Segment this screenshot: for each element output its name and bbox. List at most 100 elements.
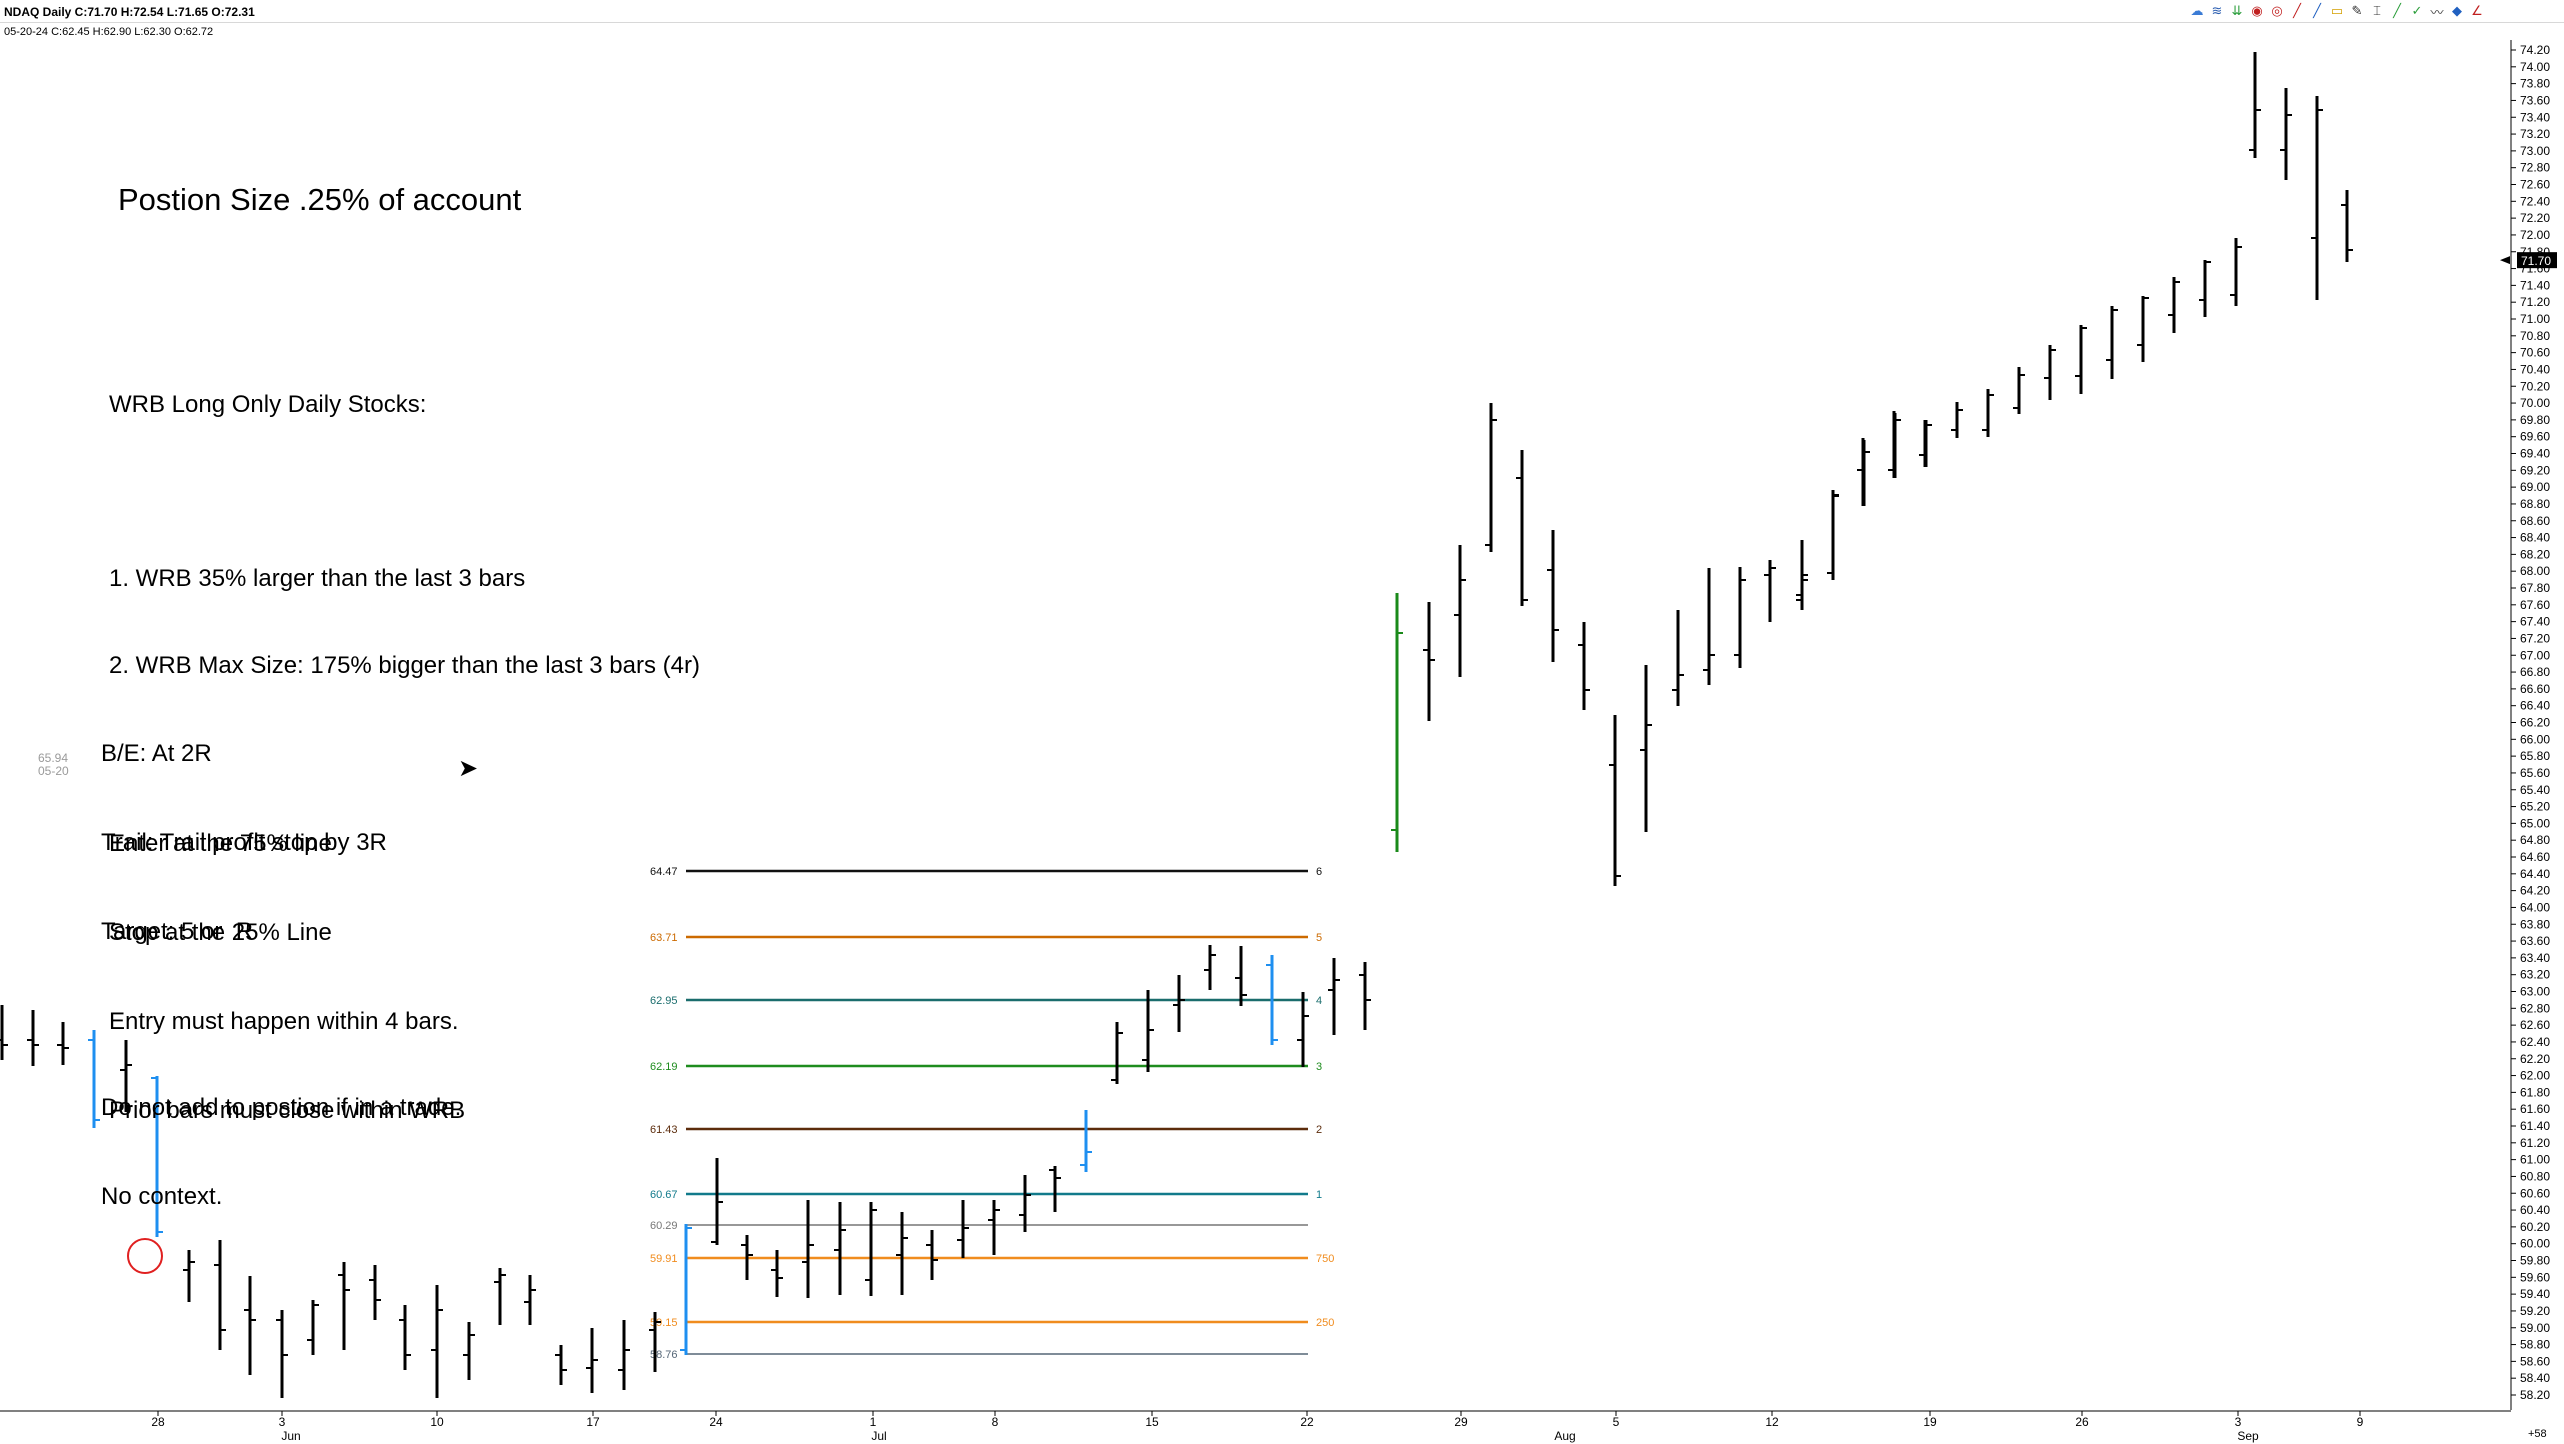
price-tick-label: 58.60 bbox=[2520, 1354, 2550, 1368]
management-line: Trail: Trail profit stop by 3R bbox=[101, 829, 387, 856]
rules-line: 2. WRB Max Size: 175% bigger than the la… bbox=[109, 652, 700, 679]
price-tick-label: 60.60 bbox=[2520, 1186, 2550, 1200]
price-tick-label: 66.80 bbox=[2520, 665, 2550, 679]
price-tick-label: 60.20 bbox=[2520, 1220, 2550, 1234]
entry-marker-circle bbox=[127, 1238, 163, 1274]
price-tick-label: 69.00 bbox=[2520, 480, 2550, 494]
time-tick-label: 19 bbox=[1923, 1415, 1937, 1429]
position-size-note: Postion Size .25% of account bbox=[118, 182, 522, 217]
month-label: Sep bbox=[2237, 1429, 2259, 1443]
price-tick-label: 61.20 bbox=[2520, 1136, 2550, 1150]
fib-level-tag: 750 bbox=[1316, 1253, 1334, 1265]
price-tick-label: 62.40 bbox=[2520, 1035, 2550, 1049]
price-tick-label: 61.40 bbox=[2520, 1119, 2550, 1133]
price-tick-label: 70.00 bbox=[2520, 396, 2550, 410]
price-tick-label: 64.20 bbox=[2520, 884, 2550, 898]
fib-level-tag: 4 bbox=[1316, 995, 1322, 1007]
price-tick-label: 72.60 bbox=[2520, 178, 2550, 192]
time-tick-label: 29 bbox=[1454, 1415, 1468, 1429]
price-tick-label: 71.20 bbox=[2520, 295, 2550, 309]
price-tick-label: 67.40 bbox=[2520, 615, 2550, 629]
price-tick-label: 70.60 bbox=[2520, 346, 2550, 360]
price-tick-label: 61.60 bbox=[2520, 1102, 2550, 1116]
price-tick-label: 59.20 bbox=[2520, 1304, 2550, 1318]
fib-level-price: 63.71 bbox=[650, 932, 678, 944]
drawing-toolbar: ☁ ≋ ⇊ ◉ ◎ ╱ ╱ ▭ ✎ ⌶ ╱ ✓ 〰 ◆ ∠ bbox=[2188, 2, 2486, 20]
rules-line: WRB Long Only Daily Stocks: bbox=[109, 391, 427, 418]
fib-level-price: 58.76 bbox=[650, 1349, 678, 1361]
month-label: Jun bbox=[281, 1429, 300, 1443]
angle-icon[interactable]: ∠ bbox=[2471, 3, 2483, 18]
price-tick-label: 69.60 bbox=[2520, 430, 2550, 444]
rect-icon[interactable]: ▭ bbox=[2330, 3, 2344, 18]
time-tick-label: 26 bbox=[2075, 1415, 2089, 1429]
shapes-icon[interactable]: ◆ bbox=[2452, 3, 2462, 18]
fib-level-price: 64.47 bbox=[650, 866, 678, 878]
rules-line: Prior bars must close within WRB bbox=[109, 1097, 466, 1124]
price-tick-label: 62.20 bbox=[2520, 1052, 2550, 1066]
price-tick-label: 67.00 bbox=[2520, 648, 2550, 662]
price-tick-label: 60.00 bbox=[2520, 1237, 2550, 1251]
rules-line bbox=[109, 477, 700, 506]
price-tick-label: 73.40 bbox=[2520, 110, 2550, 124]
price-tick-label: 64.60 bbox=[2520, 850, 2550, 864]
management-note: B/E: At 2R Trail: Trail profit stop by 3… bbox=[101, 680, 461, 1241]
price-tick-label: 68.40 bbox=[2520, 531, 2550, 545]
price-axis: 74.20 74.00 73.80 73.60 73.40 73.20 73.00 72.80… bbox=[2500, 40, 2557, 1440]
price-tick-label: 63.00 bbox=[2520, 985, 2550, 999]
price-tick-label: 63.40 bbox=[2520, 951, 2550, 965]
spiral-icon[interactable]: ◎ bbox=[2271, 3, 2283, 18]
mouse-pointer-icon: ➤ bbox=[458, 755, 479, 782]
check-icon[interactable]: ✓ bbox=[2411, 3, 2423, 18]
zigzag-icon[interactable]: 〰 bbox=[2430, 4, 2444, 20]
fib-level-price: 62.95 bbox=[650, 995, 678, 1007]
rules-note: WRB Long Only Daily Stocks: 1. WRB 35% l… bbox=[109, 332, 700, 1155]
line-red-icon[interactable]: ╱ bbox=[2293, 3, 2301, 18]
time-tick-label: 5 bbox=[1613, 1415, 1620, 1429]
current-price-tag bbox=[2517, 252, 2557, 269]
price-tick-label: 67.60 bbox=[2520, 598, 2550, 612]
price-tick-label: 61.80 bbox=[2520, 1085, 2550, 1099]
ohlc-readout-secondary: 05-20-24 C:62.45 H:62.90 L:62.30 O:62.72 bbox=[4, 26, 214, 38]
line-blue-icon[interactable]: ╱ bbox=[2313, 3, 2321, 18]
target-icon[interactable]: ◉ bbox=[2251, 3, 2263, 18]
price-tick-label: 59.00 bbox=[2520, 1321, 2550, 1335]
price-tick-label: 73.80 bbox=[2520, 77, 2550, 91]
month-label: Jul bbox=[871, 1429, 886, 1443]
management-line: Target: 5 or R bbox=[101, 918, 254, 945]
price-tick-label: 59.40 bbox=[2520, 1287, 2550, 1301]
price-tick-label: 59.60 bbox=[2520, 1270, 2550, 1284]
price-tick-label: 59.80 bbox=[2520, 1254, 2550, 1268]
fib-level-price: 59.91 bbox=[650, 1253, 678, 1265]
price-tick-label: 65.00 bbox=[2520, 816, 2550, 830]
axis-corner-label: +58 bbox=[2528, 1428, 2547, 1440]
fib-level-tag: 1 bbox=[1316, 1189, 1322, 1201]
time-tick-label: 17 bbox=[586, 1415, 600, 1429]
price-tick-label: 66.60 bbox=[2520, 682, 2550, 696]
price-tick-label: 65.20 bbox=[2520, 800, 2550, 814]
price-tick-label: 73.00 bbox=[2520, 144, 2550, 158]
price-tick-label: 65.60 bbox=[2520, 766, 2550, 780]
fibonacci-levels: 64.47 6 63.71 5 62.95 4 62.19 3 61.43 2 60.67 1 60.2… bbox=[650, 866, 1334, 1361]
stack-icon[interactable]: ≋ bbox=[2211, 3, 2223, 18]
fib-level-price: 60.29 bbox=[650, 1220, 678, 1232]
cursor-icon[interactable]: ⌶ bbox=[2373, 3, 2381, 18]
price-tick-label: 67.20 bbox=[2520, 631, 2550, 645]
price-tick-label: 62.00 bbox=[2520, 1069, 2550, 1083]
crosshair-readout: 65.94 05-20 bbox=[38, 752, 69, 778]
price-tick-label: 74.00 bbox=[2520, 60, 2550, 74]
arrows-icon[interactable]: ⇊ bbox=[2231, 3, 2243, 18]
line-icon[interactable]: ╱ bbox=[2393, 3, 2401, 18]
pencil-icon[interactable]: ✎ bbox=[2351, 3, 2363, 18]
time-tick-label: 10 bbox=[430, 1415, 444, 1429]
cloud-icon[interactable]: ☁ bbox=[2190, 3, 2204, 18]
price-tick-label: 70.20 bbox=[2520, 379, 2550, 393]
fib-level-tag: 5 bbox=[1316, 932, 1322, 944]
price-tick-label: 68.00 bbox=[2520, 564, 2550, 578]
price-tick-label: 65.40 bbox=[2520, 783, 2550, 797]
rules-line: Entry must happen within 4 bars. bbox=[109, 1008, 459, 1035]
fib-level-price: 61.43 bbox=[650, 1124, 678, 1136]
price-tick-label: 72.00 bbox=[2520, 228, 2550, 242]
crosshair-date: 05-20 bbox=[38, 764, 69, 778]
